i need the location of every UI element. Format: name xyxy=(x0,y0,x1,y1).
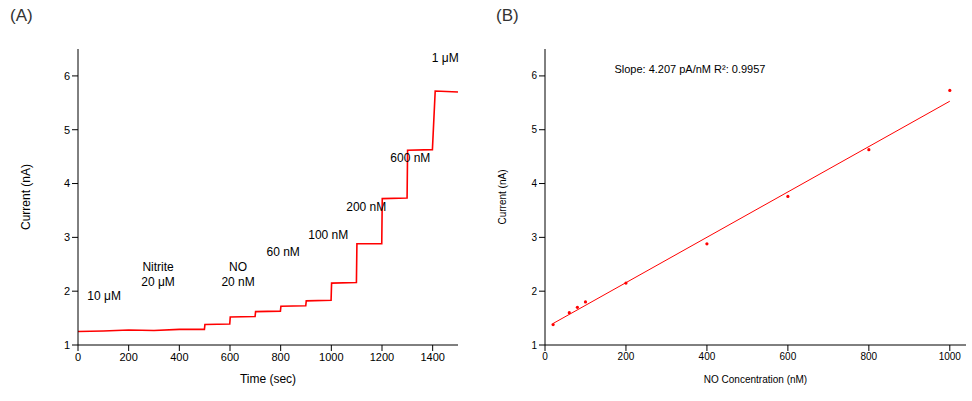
svg-text:600: 600 xyxy=(780,351,797,362)
svg-text:5: 5 xyxy=(64,124,70,136)
svg-text:1000: 1000 xyxy=(319,351,343,363)
svg-text:Current (nA): Current (nA) xyxy=(19,164,33,230)
svg-text:400: 400 xyxy=(699,351,716,362)
svg-text:Time (sec): Time (sec) xyxy=(240,372,296,386)
svg-text:1400: 1400 xyxy=(420,351,444,363)
svg-text:6: 6 xyxy=(531,70,537,81)
svg-text:6: 6 xyxy=(64,70,70,82)
svg-text:NO20 nM: NO20 nM xyxy=(221,260,254,288)
svg-text:1: 1 xyxy=(64,339,70,351)
svg-text:3: 3 xyxy=(64,231,70,243)
svg-text:4: 4 xyxy=(64,177,70,189)
svg-text:1200: 1200 xyxy=(370,351,394,363)
svg-text:5: 5 xyxy=(531,124,537,135)
svg-text:2: 2 xyxy=(64,285,70,297)
svg-text:600: 600 xyxy=(221,351,239,363)
svg-text:0: 0 xyxy=(75,351,81,363)
svg-text:2: 2 xyxy=(531,286,537,297)
svg-text:200: 200 xyxy=(618,351,635,362)
svg-text:Current (nA): Current (nA) xyxy=(497,169,508,224)
svg-text:NO Concentration (nM): NO Concentration (nM) xyxy=(704,374,807,385)
svg-text:200: 200 xyxy=(119,351,137,363)
svg-text:600 nM: 600 nM xyxy=(390,151,430,165)
svg-text:200 nM: 200 nM xyxy=(346,200,386,214)
svg-text:60 nM: 60 nM xyxy=(267,245,300,259)
svg-text:3: 3 xyxy=(531,232,537,243)
svg-text:800: 800 xyxy=(861,351,878,362)
svg-text:0: 0 xyxy=(542,351,548,362)
svg-text:Nitrite20 μM: Nitrite20 μM xyxy=(141,260,175,288)
html-text:(A): (A) xyxy=(10,6,33,25)
svg-text:1000: 1000 xyxy=(939,351,962,362)
svg-text:Slope: 4.207 pA/nM R²: 0.9957: Slope: 4.207 pA/nM R²: 0.9957 xyxy=(614,63,765,75)
svg-text:800: 800 xyxy=(271,351,289,363)
svg-text:1: 1 xyxy=(531,340,537,351)
svg-text:1 μM: 1 μM xyxy=(432,51,459,65)
svg-text:100 nM: 100 nM xyxy=(308,228,348,242)
svg-text:10 μM: 10 μM xyxy=(87,289,121,303)
svg-text:4: 4 xyxy=(531,178,537,189)
html-text:(B): (B) xyxy=(496,6,519,25)
svg-text:400: 400 xyxy=(170,351,188,363)
